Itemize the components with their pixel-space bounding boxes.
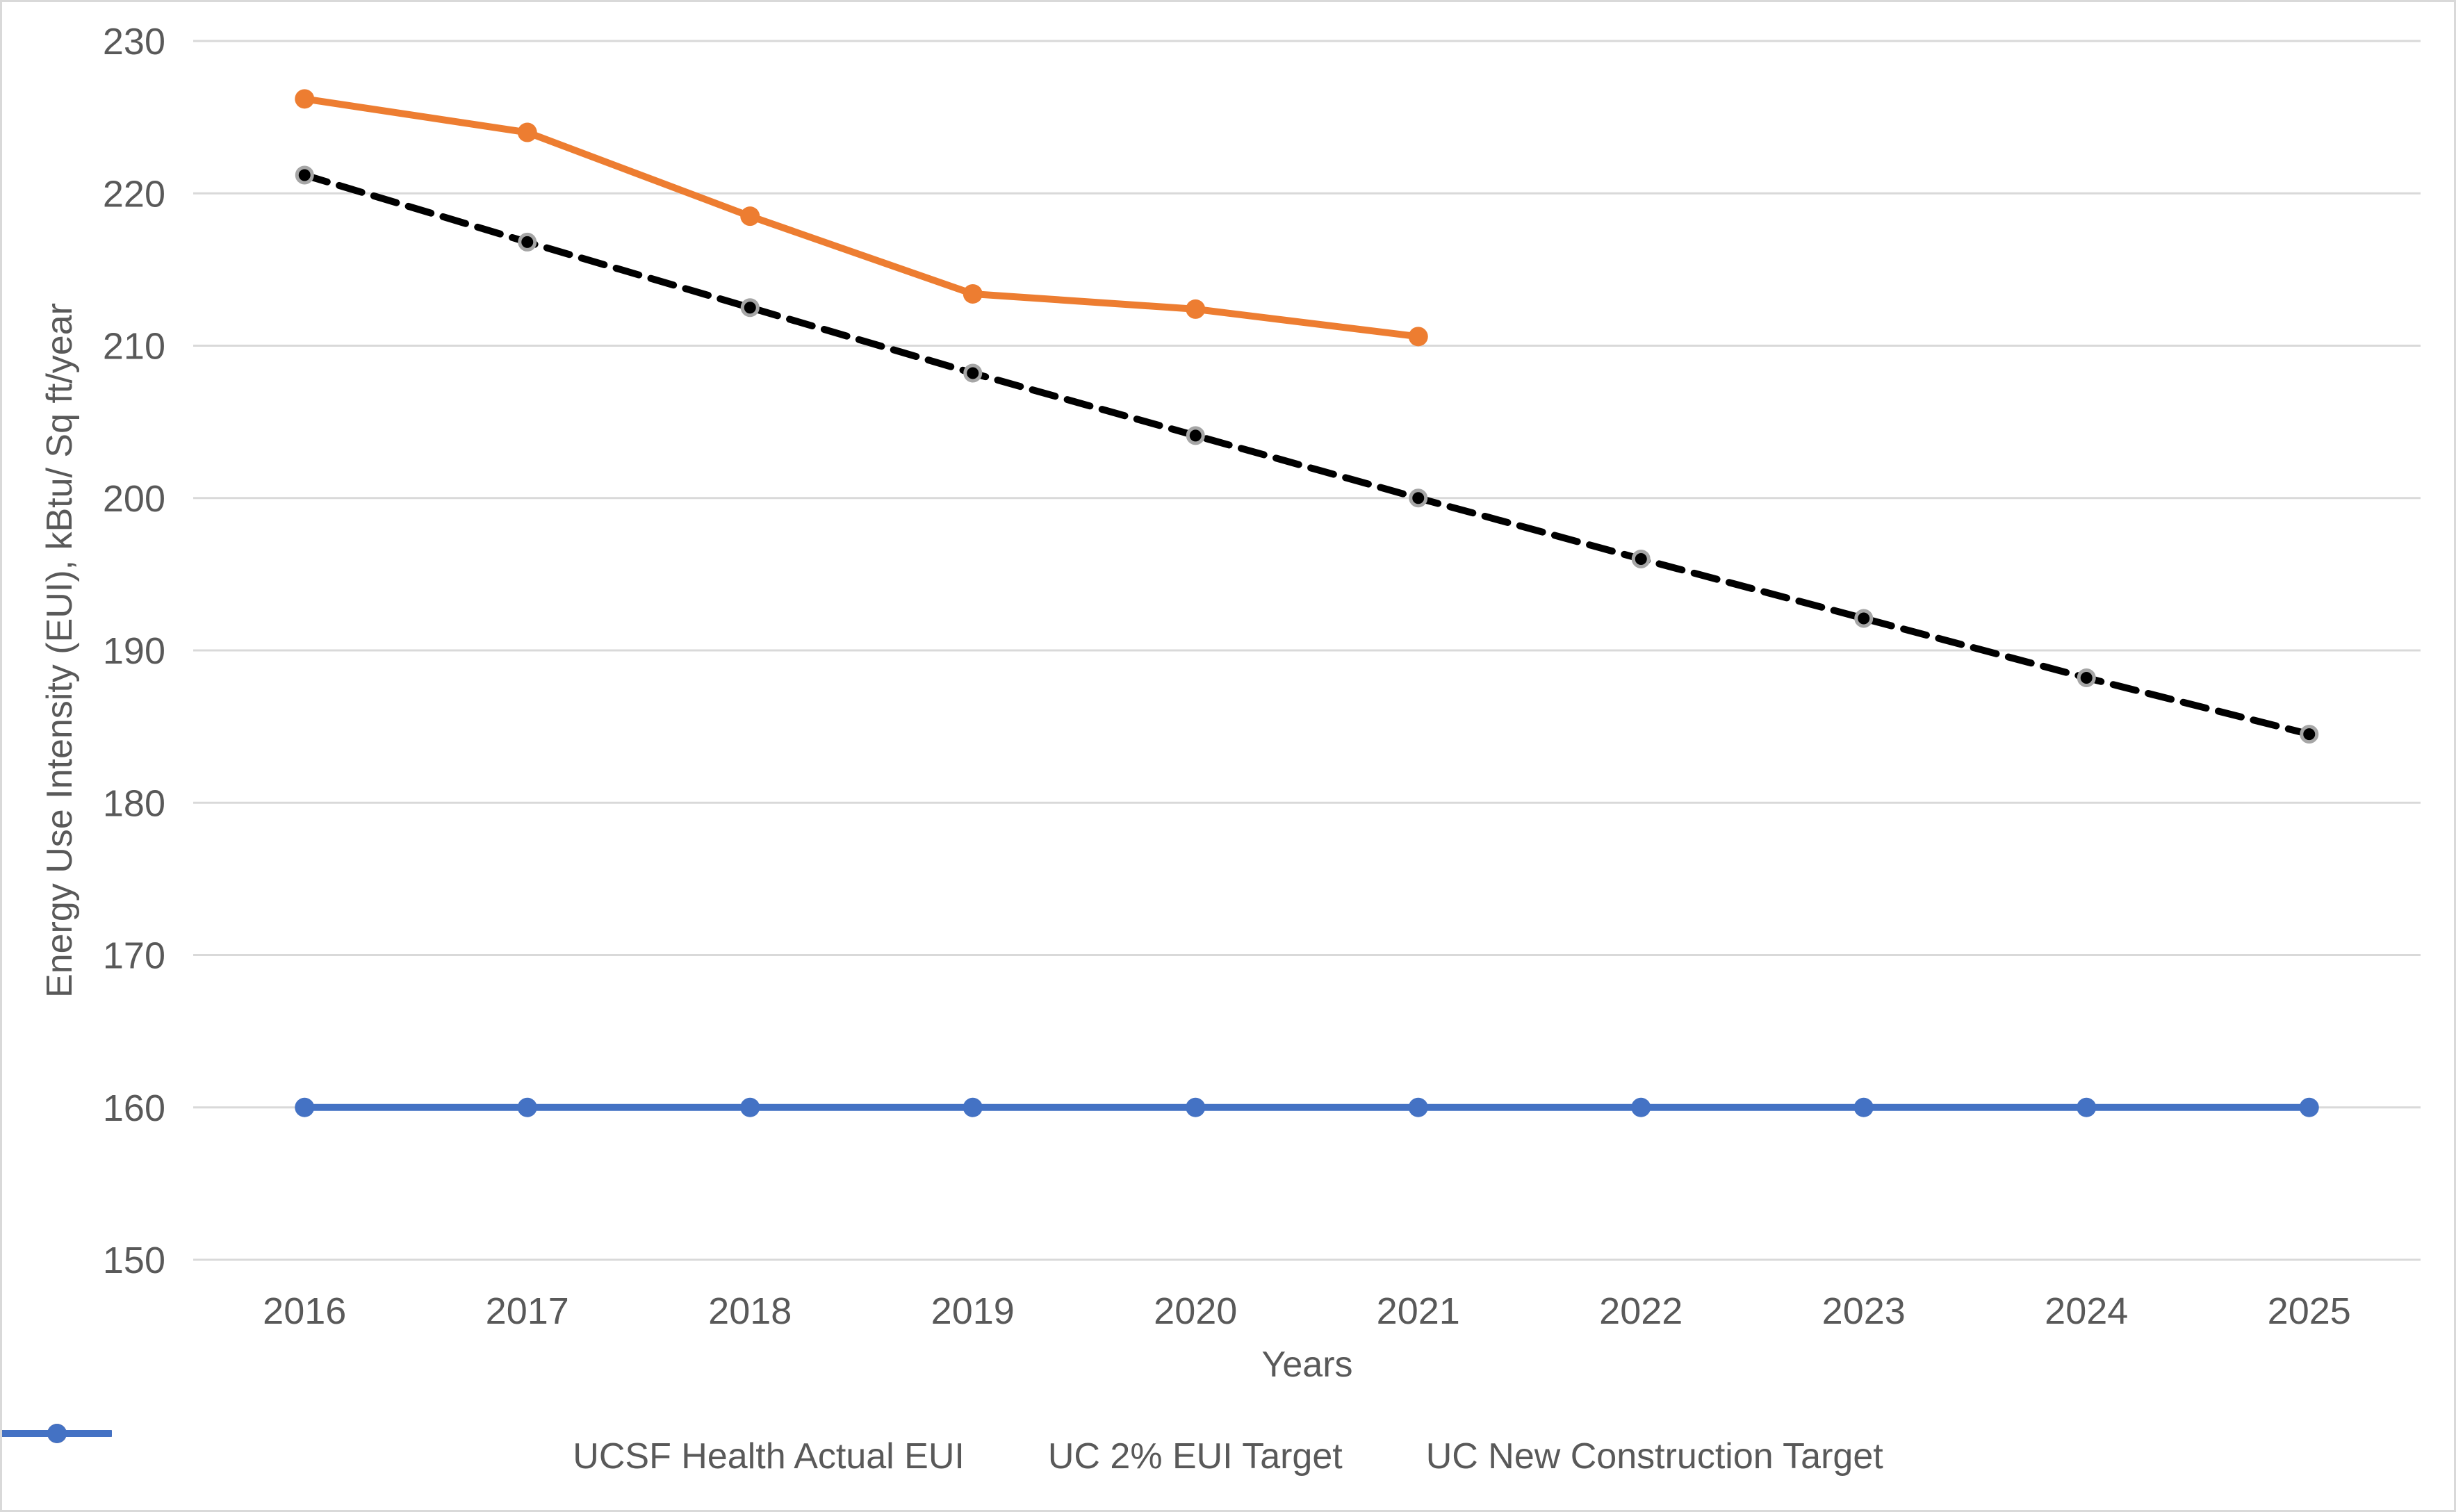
y-tick-label: 150 <box>103 1240 165 1281</box>
legend-label: UC New Construction Target <box>1425 1436 1883 1477</box>
data-point-marker <box>295 165 314 185</box>
x-tick-label: 2018 <box>708 1290 792 1332</box>
x-axis-title: Years <box>1261 1345 1352 1385</box>
data-point-marker <box>517 122 537 142</box>
data-point-marker <box>1631 1097 1651 1117</box>
y-axis-title: Energy Use Intensity (EUI), kBtu/ Sq ft/… <box>40 303 80 998</box>
y-tick-label: 220 <box>103 173 165 215</box>
x-tick-label: 2020 <box>1154 1290 1237 1332</box>
data-point-marker <box>1408 1097 1428 1117</box>
data-point-marker <box>1853 1097 1874 1117</box>
data-point-marker <box>1408 327 1428 347</box>
legend-swatch-marker <box>47 1424 67 1443</box>
data-point-marker <box>1409 488 1428 508</box>
data-point-marker <box>740 298 760 318</box>
data-point-marker <box>2300 725 2319 744</box>
x-tick-label: 2022 <box>1599 1290 1683 1332</box>
y-tick-label: 210 <box>103 326 165 368</box>
legend-item: UCSF Health Actual EUI <box>2 1424 965 1477</box>
data-point-marker <box>1186 426 1205 445</box>
data-point-marker <box>740 206 760 227</box>
data-point-marker <box>518 232 537 252</box>
data-point-marker <box>740 1097 760 1117</box>
x-axis-tick-labels: 2016 2017 2018 2019 2020 2021 2022 2023 2024 2025 <box>263 1290 2351 1332</box>
data-point-marker <box>2299 1097 2319 1117</box>
data-point-marker <box>963 284 983 304</box>
x-tick-label: 2023 <box>1822 1290 1906 1332</box>
x-tick-label: 2019 <box>931 1290 1015 1332</box>
y-tick-label: 170 <box>103 935 165 977</box>
y-tick-label: 200 <box>103 478 165 520</box>
legend-item: UC New Construction Target <box>2 1424 1883 1477</box>
data-point-marker <box>2077 1097 2097 1117</box>
legend: UCSF Health Actual EUI UC 2% EUI Target UC… <box>2 1418 2454 1495</box>
series-line <box>301 171 2313 738</box>
data-point-marker <box>2077 668 2096 687</box>
y-tick-label: 190 <box>103 630 165 672</box>
data-point-marker <box>1631 549 1651 568</box>
data-point-marker <box>295 1097 315 1117</box>
x-tick-label: 2016 <box>263 1290 346 1332</box>
y-tick-label: 160 <box>103 1087 165 1129</box>
data-point-marker <box>1854 609 1874 628</box>
y-tick-label: 230 <box>103 21 165 63</box>
series-lines <box>295 89 2319 1117</box>
data-point-marker <box>963 363 983 383</box>
series-line <box>301 95 1422 340</box>
x-tick-label: 2025 <box>2268 1290 2351 1332</box>
data-point-marker <box>295 89 315 109</box>
gridlines <box>193 40 2421 1261</box>
legend-label: UCSF Health Actual EUI <box>573 1436 965 1477</box>
legend-swatch-solid-line <box>2 1424 112 1443</box>
data-point-marker <box>963 1097 983 1117</box>
legend-item: UC 2% EUI Target <box>2 1424 1343 1477</box>
y-tick-label: 180 <box>103 782 165 824</box>
y-axis-tick-labels: 230 220 210 200 190 180 170 160 150 <box>103 21 165 1281</box>
x-tick-label: 2024 <box>2045 1290 2128 1332</box>
data-point-marker <box>1186 1097 1206 1117</box>
data-point-marker <box>517 1097 537 1117</box>
x-tick-label: 2021 <box>1377 1290 1460 1332</box>
data-point-marker <box>1186 299 1206 319</box>
x-tick-label: 2017 <box>486 1290 569 1332</box>
legend-label: UC 2% EUI Target <box>1047 1436 1343 1477</box>
